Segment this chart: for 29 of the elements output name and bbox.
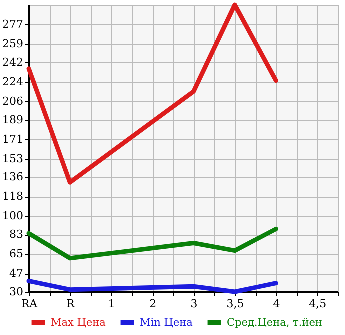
legend-label: Max Цена: [51, 316, 106, 329]
y-tick-label: 47: [10, 267, 24, 280]
y-tick-label: 206: [2, 94, 24, 108]
x-tick-label: 3: [190, 298, 198, 310]
line-series: [26, 278, 278, 294]
y-tick-label: 30: [10, 286, 24, 298]
x-tick-label: 3,5: [226, 298, 244, 310]
line-series: [26, 226, 278, 261]
y-tick-label: 259: [2, 37, 24, 50]
y-tick-label: 83: [10, 228, 24, 242]
x-tick-label: 1: [108, 298, 116, 310]
y-tick-label: 277: [2, 18, 24, 31]
line-series: [26, 2, 278, 185]
y-tick-label: 100: [2, 210, 24, 223]
y-tick-label: 189: [2, 113, 24, 126]
y-tick-label: 136: [2, 170, 24, 184]
y-tick-label: 118: [2, 190, 24, 204]
x-tick-label: R: [66, 298, 76, 310]
y-tick-label: 65: [10, 248, 24, 261]
y-tick-label: 171: [2, 132, 24, 146]
x-tick-label: 2: [150, 298, 157, 310]
x-tick-label: 4,5: [309, 298, 327, 310]
y-tick-label: 224: [2, 75, 24, 88]
x-tick-label: RA: [21, 298, 39, 310]
x-tick-label: 4: [273, 298, 280, 310]
y-tick-label: 242: [2, 56, 24, 69]
legend-label: Сред.Цена, т.йен: [227, 316, 322, 329]
y-tick-label: 153: [2, 152, 24, 166]
legend-label: Min Цена: [140, 316, 193, 329]
